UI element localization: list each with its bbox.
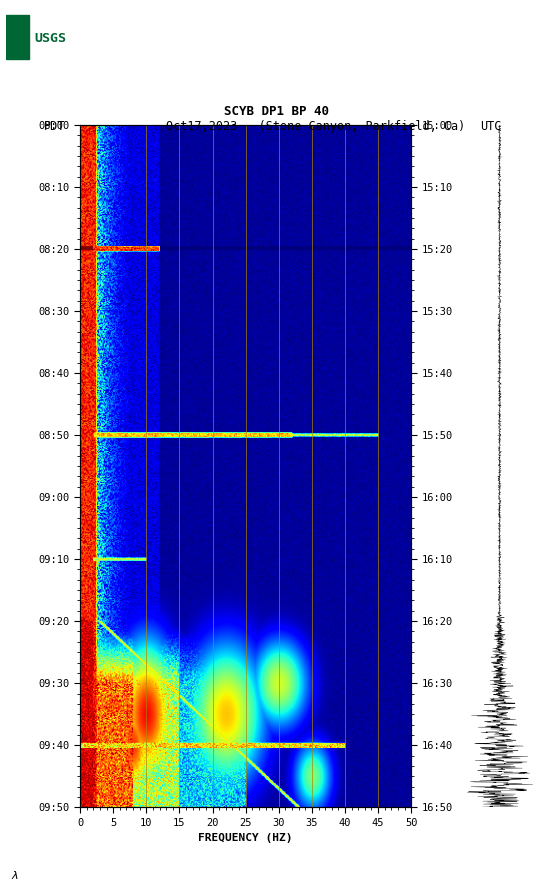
Text: UTC: UTC bbox=[480, 120, 502, 133]
X-axis label: FREQUENCY (HZ): FREQUENCY (HZ) bbox=[198, 833, 293, 843]
Text: PDT: PDT bbox=[44, 120, 66, 133]
Text: Oct17,2023   (Stone Canyon, Parkfield, Ca): Oct17,2023 (Stone Canyon, Parkfield, Ca) bbox=[166, 120, 465, 133]
Bar bbox=[6, 15, 29, 59]
Text: USGS: USGS bbox=[34, 32, 66, 45]
Text: $\lambda$: $\lambda$ bbox=[11, 869, 19, 880]
Text: SCYB DP1 BP 40: SCYB DP1 BP 40 bbox=[224, 105, 328, 118]
